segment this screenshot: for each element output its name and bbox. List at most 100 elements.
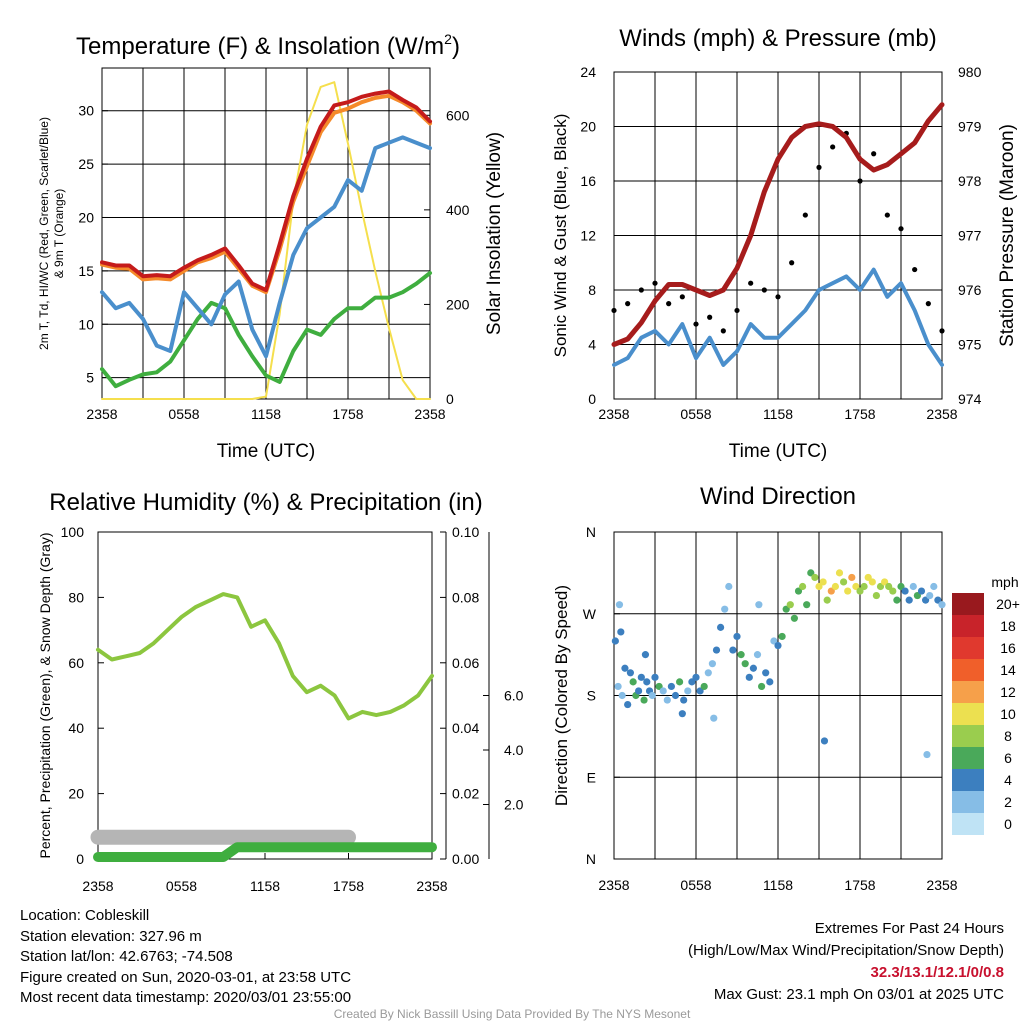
dir-point [648,691,656,700]
dir-point [704,669,712,677]
wind-gust-point [775,294,781,300]
dir-point [659,687,667,695]
dir-point [684,687,692,695]
extremes-values: 32.3/13.1/12.1/0/0.8 [870,964,1004,981]
wind-ytick-label: 24 [580,64,596,80]
colorbar-label: 6 [1004,750,1012,766]
dir-point [840,578,848,586]
dir-point [643,678,651,686]
station-latlon: Station lat/lon: 42.6763; -74.508 [20,948,233,966]
dir-point [641,651,650,659]
dir-point [680,696,688,704]
wind-ytick-label: 4 [588,337,596,353]
wind-series-sonic-wind [612,267,944,367]
wind-xtick-label: 2358 [926,406,957,422]
colorbar-swatch [952,813,984,835]
dir-point [901,587,909,595]
temp-series-solar-insolation [101,81,431,400]
dir-point [868,578,876,586]
dir-point [926,591,934,600]
dir-point [923,750,931,759]
rh-ytick-label: 100 [61,524,85,540]
dir-point [774,641,782,650]
wind-gust-point [939,328,945,334]
wind-gust-point [761,287,767,293]
rh-xtick-label: 1158 [250,878,280,894]
rh-xtick-label: 2358 [416,878,447,894]
wind-gust-point [611,307,617,314]
wind-gust-point [884,212,890,218]
dir-xtick-label: 2358 [926,877,957,893]
rh-snow-tick-label: 2.0 [504,797,524,813]
colorbar-label: 8 [1004,728,1012,744]
temp-xtick-label: 0558 [168,406,199,422]
rh-ytick-label: 60 [68,655,84,671]
wind-gust-point [871,151,877,157]
dir-point [835,569,844,577]
dir-point [753,651,762,659]
dir-xtick-label: 2358 [598,877,629,893]
wind-gust-point [912,266,918,273]
rh-precip-tick-label: 0.08 [452,589,479,605]
dir-ytick-label: N [586,524,596,540]
dir-point [905,596,913,604]
colorbar-swatch [952,769,984,791]
colorbar-label: 12 [1000,684,1016,700]
wind-series-pressure [611,102,945,347]
wind-ylabel-right: Station Pressure (Maroon) [997,124,1018,347]
dir-ytick-label: S [587,688,596,704]
wind-gust-point [925,301,931,307]
temp-ylabel-line: & 9m T (Orange) [52,189,66,279]
temp-xtick-label: 1758 [332,406,363,422]
temp-title: Temperature (F) & Insolation (W/m2) [76,31,460,60]
dir-point [848,573,856,582]
extremes-title: Extremes For Past 24 Hours [814,920,1004,937]
dir-point [640,696,648,704]
temp-ylabel-line: 2m T, Td, HI/WC (Red, Green, Scarlet/Blu… [37,117,51,350]
rh-xtick-label: 0558 [166,878,197,894]
rh-precip-tick-label: 0.04 [452,720,479,736]
temp-y2tick-label: 400 [446,202,470,218]
temp-ytick-label: 30 [78,103,94,119]
wind-gust-point [625,301,631,307]
dir-point [637,673,645,681]
wind-gust-point [734,307,740,314]
rh-xtick-label: 2358 [82,878,113,894]
dir-point [721,605,729,613]
wind-ytick-label: 8 [588,282,596,298]
dir-point [621,664,629,672]
rh-title: Relative Humidity (%) & Precipitation (i… [49,489,482,516]
colorbar-swatch [952,791,984,813]
dir-xtick-label: 1158 [763,877,793,893]
dir-point [692,673,700,681]
rh-snow-tick-label: 6.0 [504,688,524,704]
colorbar-label: 2 [1004,794,1012,810]
dir-point [790,614,799,622]
rh-snow-tick-label: 4.0 [504,742,524,758]
dir-point [708,660,717,668]
dir-point [766,678,774,686]
colorbar-swatch [952,681,984,703]
dir-point [786,601,794,609]
colorbar-label: 0 [1004,816,1012,832]
colorbar-title: mph [991,574,1018,590]
temp-xtick-label: 1158 [251,406,281,422]
dir-point [671,691,680,700]
dir-point [618,691,626,700]
temp-title-superscript: 2 [444,31,452,47]
wind-gust-point [898,226,904,232]
temp-xtick-label: 2358 [414,406,445,422]
rh-precip-tick-label: 0.06 [452,655,479,671]
colorbar-swatch [952,615,984,637]
dir-point [844,587,852,595]
dir-xtick-label: 0558 [680,877,711,893]
dir-point [614,682,622,691]
wind-gust-point [720,328,726,334]
dir-point [710,714,718,722]
wind-xtick-label: 1758 [844,406,875,422]
rh-precip-tick-label: 0.10 [452,524,479,540]
dir-point [755,601,763,609]
temp-series-2m-td [100,271,432,389]
dir-point [820,737,829,745]
wind-gust-point [789,260,795,266]
